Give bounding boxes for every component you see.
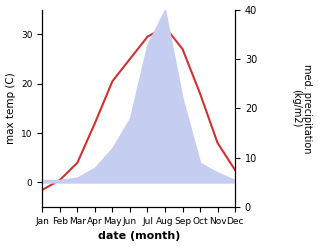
X-axis label: date (month): date (month) [98,231,180,242]
Y-axis label: med. precipitation
(kg/m2): med. precipitation (kg/m2) [291,64,313,153]
Y-axis label: max temp (C): max temp (C) [5,72,16,144]
